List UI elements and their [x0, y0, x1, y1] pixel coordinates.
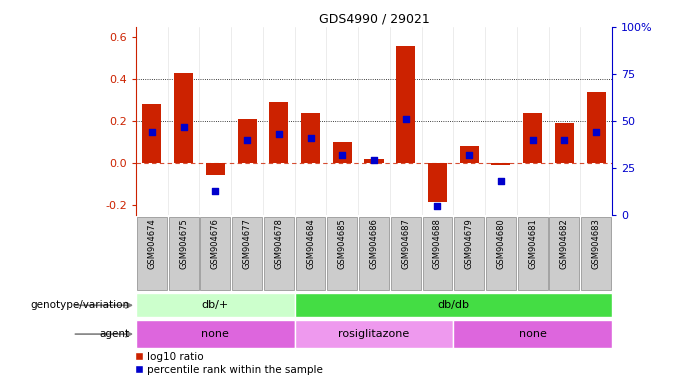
Text: GSM904684: GSM904684 [306, 218, 315, 269]
Text: genotype/variation: genotype/variation [30, 300, 129, 310]
Text: GSM904683: GSM904683 [592, 218, 600, 269]
Point [591, 129, 602, 135]
Point [241, 137, 252, 143]
Bar [174, 73, 193, 163]
Text: db/db: db/db [437, 300, 469, 310]
Text: GSM904674: GSM904674 [148, 218, 156, 269]
Text: GSM904680: GSM904680 [496, 218, 505, 269]
Point [146, 129, 157, 135]
Text: GSM904681: GSM904681 [528, 218, 537, 269]
FancyBboxPatch shape [294, 293, 612, 317]
Text: none: none [201, 329, 229, 339]
FancyBboxPatch shape [391, 217, 421, 290]
FancyBboxPatch shape [169, 217, 199, 290]
FancyBboxPatch shape [137, 217, 167, 290]
Point [496, 178, 507, 184]
Text: GSM904677: GSM904677 [243, 218, 252, 269]
FancyBboxPatch shape [454, 320, 612, 348]
Bar [587, 92, 606, 163]
Bar [396, 46, 415, 163]
FancyBboxPatch shape [549, 217, 579, 290]
FancyBboxPatch shape [517, 217, 547, 290]
FancyBboxPatch shape [136, 293, 294, 317]
FancyBboxPatch shape [294, 320, 454, 348]
Bar [206, 163, 225, 175]
Point [273, 131, 284, 137]
Text: GSM904688: GSM904688 [433, 218, 442, 269]
Point [559, 137, 570, 143]
FancyBboxPatch shape [486, 217, 516, 290]
FancyBboxPatch shape [454, 217, 484, 290]
FancyBboxPatch shape [581, 217, 611, 290]
Point [337, 152, 347, 158]
Text: GSM904682: GSM904682 [560, 218, 569, 269]
FancyBboxPatch shape [359, 217, 389, 290]
Text: GSM904686: GSM904686 [369, 218, 379, 269]
Point [369, 157, 379, 164]
FancyBboxPatch shape [232, 217, 262, 290]
Point [305, 135, 316, 141]
Bar [523, 113, 542, 163]
Text: GSM904678: GSM904678 [274, 218, 284, 269]
Bar [142, 104, 161, 163]
Bar [555, 123, 574, 163]
FancyBboxPatch shape [327, 217, 357, 290]
FancyBboxPatch shape [422, 217, 452, 290]
FancyBboxPatch shape [264, 217, 294, 290]
Text: GSM904687: GSM904687 [401, 218, 410, 269]
Bar [269, 102, 288, 163]
Legend: log10 ratio, percentile rank within the sample: log10 ratio, percentile rank within the … [135, 352, 323, 375]
FancyBboxPatch shape [296, 217, 326, 290]
Bar [301, 113, 320, 163]
Bar [237, 119, 256, 163]
Point [464, 152, 475, 158]
Text: none: none [519, 329, 547, 339]
Text: GSM904676: GSM904676 [211, 218, 220, 269]
Bar [428, 163, 447, 202]
Bar [460, 146, 479, 163]
Text: GSM904679: GSM904679 [464, 218, 474, 269]
Bar [492, 163, 511, 165]
Title: GDS4990 / 29021: GDS4990 / 29021 [319, 13, 429, 26]
Bar [333, 142, 352, 163]
Point [432, 203, 443, 209]
Point [210, 187, 221, 194]
FancyBboxPatch shape [201, 217, 231, 290]
Point [527, 137, 538, 143]
Bar [364, 159, 384, 163]
Text: agent: agent [99, 329, 129, 339]
Point [178, 124, 189, 130]
FancyBboxPatch shape [136, 320, 294, 348]
Text: GSM904675: GSM904675 [179, 218, 188, 269]
Text: rosiglitazone: rosiglitazone [339, 329, 409, 339]
Text: GSM904685: GSM904685 [338, 218, 347, 269]
Text: db/+: db/+ [202, 300, 229, 310]
Point [401, 116, 411, 122]
